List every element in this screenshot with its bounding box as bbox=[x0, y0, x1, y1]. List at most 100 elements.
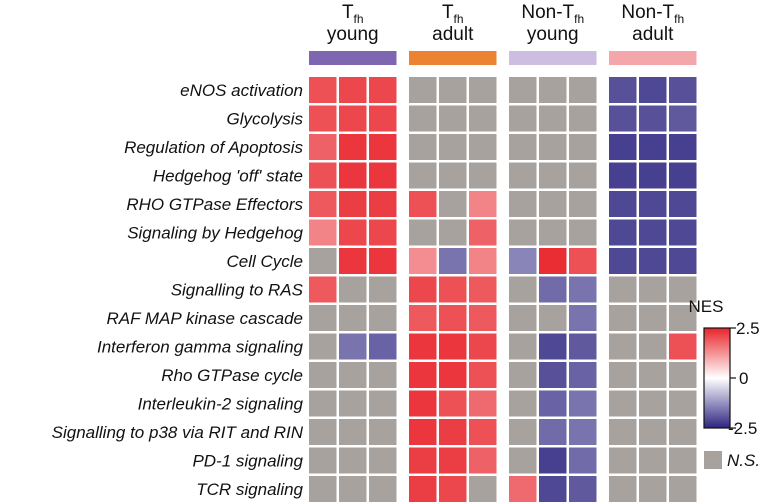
heatmap-cell bbox=[509, 447, 537, 474]
heatmap-cell bbox=[339, 305, 367, 331]
heatmap-cell bbox=[609, 362, 637, 388]
heatmap-cell bbox=[669, 362, 697, 388]
heatmap-cell bbox=[569, 219, 597, 246]
heatmap-cell bbox=[669, 219, 697, 246]
legend: NES 2.5 0 -2.5 N.S. bbox=[689, 297, 761, 470]
heatmap-cell bbox=[569, 162, 597, 189]
heatmap-cell bbox=[339, 191, 367, 217]
heatmap-cell bbox=[339, 390, 367, 417]
heatmap-cell bbox=[469, 390, 497, 417]
legend-min-label: -2.5 bbox=[728, 419, 757, 438]
heatmap-cell bbox=[609, 162, 637, 189]
heatmap-cell bbox=[469, 333, 497, 360]
row-label: Rho GTPase cycle bbox=[161, 366, 303, 385]
heatmap-cell bbox=[309, 248, 337, 274]
heatmap-cell bbox=[639, 447, 667, 474]
heatmap-cell bbox=[469, 162, 497, 189]
heatmap-cell bbox=[539, 248, 567, 274]
heatmap-cell bbox=[309, 134, 337, 160]
heatmap-cell bbox=[669, 390, 697, 417]
heatmap-cell bbox=[439, 105, 467, 132]
heatmap-cell bbox=[509, 162, 537, 189]
heatmap-cell bbox=[639, 105, 667, 132]
heatmap-cell bbox=[409, 419, 437, 445]
heatmap-cell bbox=[509, 362, 537, 388]
heatmap-cell bbox=[609, 276, 637, 303]
heatmap-cell bbox=[669, 419, 697, 445]
heatmap-cell bbox=[439, 476, 467, 502]
heatmap-cell bbox=[569, 248, 597, 274]
heatmap-cell bbox=[539, 390, 567, 417]
heatmap-cell bbox=[469, 134, 497, 160]
heatmap-cell bbox=[369, 305, 397, 331]
heatmap-cell bbox=[439, 248, 467, 274]
heatmap-cell bbox=[469, 362, 497, 388]
heatmap-cell bbox=[369, 476, 397, 502]
heatmap-cell bbox=[669, 276, 697, 303]
heatmap-cell bbox=[609, 476, 637, 502]
legend-title: NES bbox=[689, 297, 724, 316]
heatmap-cell bbox=[569, 476, 597, 502]
heatmap-cell bbox=[509, 219, 537, 246]
heatmap-cell bbox=[409, 476, 437, 502]
heatmap-cell bbox=[439, 77, 467, 103]
heatmap-cell bbox=[339, 447, 367, 474]
heatmap-cell bbox=[469, 77, 497, 103]
heatmap-cell bbox=[539, 447, 567, 474]
heatmap-cell bbox=[339, 476, 367, 502]
heatmap-cell bbox=[469, 219, 497, 246]
group-title: Non-Tfh bbox=[521, 2, 584, 26]
heatmap-cell bbox=[339, 419, 367, 445]
heatmap-cell bbox=[439, 134, 467, 160]
heatmap-cell bbox=[569, 77, 597, 103]
row-label: Signaling by Hedgehog bbox=[127, 224, 303, 243]
heatmap-cell bbox=[309, 305, 337, 331]
heatmap-cell bbox=[639, 305, 667, 331]
heatmap-cell bbox=[339, 248, 367, 274]
heatmap-cell bbox=[469, 447, 497, 474]
heatmap-cell bbox=[439, 305, 467, 331]
heatmap-cell bbox=[469, 276, 497, 303]
heatmap-cell bbox=[669, 162, 697, 189]
heatmap-cell bbox=[469, 419, 497, 445]
heatmap-cell bbox=[539, 276, 567, 303]
heatmap-cell bbox=[369, 276, 397, 303]
heatmap-cell bbox=[409, 276, 437, 303]
heatmap-cell bbox=[409, 390, 437, 417]
heatmap-cell bbox=[309, 162, 337, 189]
group-title: Tfh bbox=[342, 2, 364, 26]
heatmap-cell bbox=[369, 134, 397, 160]
heatmap-cell bbox=[539, 219, 567, 246]
row-label: TCR signaling bbox=[196, 480, 303, 499]
heatmap-cell bbox=[509, 276, 537, 303]
heatmap-cell bbox=[639, 390, 667, 417]
row-labels: eNOS activation Glycolysis Regulation of A… bbox=[52, 81, 304, 499]
heatmap-cell bbox=[369, 362, 397, 388]
heatmap-cell bbox=[509, 305, 537, 331]
heatmap-cell bbox=[339, 276, 367, 303]
row-label: Interferon gamma signaling bbox=[97, 338, 304, 357]
heatmap-cell bbox=[569, 419, 597, 445]
heatmap-cell bbox=[609, 305, 637, 331]
heatmap-cell bbox=[539, 105, 567, 132]
heatmap-cell bbox=[339, 333, 367, 360]
heatmap-cell bbox=[639, 191, 667, 217]
heatmap-cell bbox=[409, 191, 437, 217]
heatmap-cell bbox=[509, 248, 537, 274]
heatmap-cell bbox=[409, 362, 437, 388]
heatmap-cell bbox=[609, 219, 637, 246]
heatmap-cell bbox=[469, 191, 497, 217]
group-title: Non-Tfh bbox=[621, 2, 684, 26]
heatmap-cell bbox=[539, 77, 567, 103]
heatmap-cell bbox=[369, 162, 397, 189]
heatmap-cell bbox=[669, 333, 697, 360]
heatmap-cell bbox=[369, 447, 397, 474]
heatmap-cell bbox=[439, 362, 467, 388]
heatmap-cell bbox=[609, 134, 637, 160]
heatmap-cell bbox=[569, 105, 597, 132]
heatmap-cell bbox=[339, 162, 367, 189]
heatmap-cell bbox=[439, 390, 467, 417]
group-color-bar bbox=[309, 51, 397, 65]
heatmap-cell bbox=[339, 105, 367, 132]
